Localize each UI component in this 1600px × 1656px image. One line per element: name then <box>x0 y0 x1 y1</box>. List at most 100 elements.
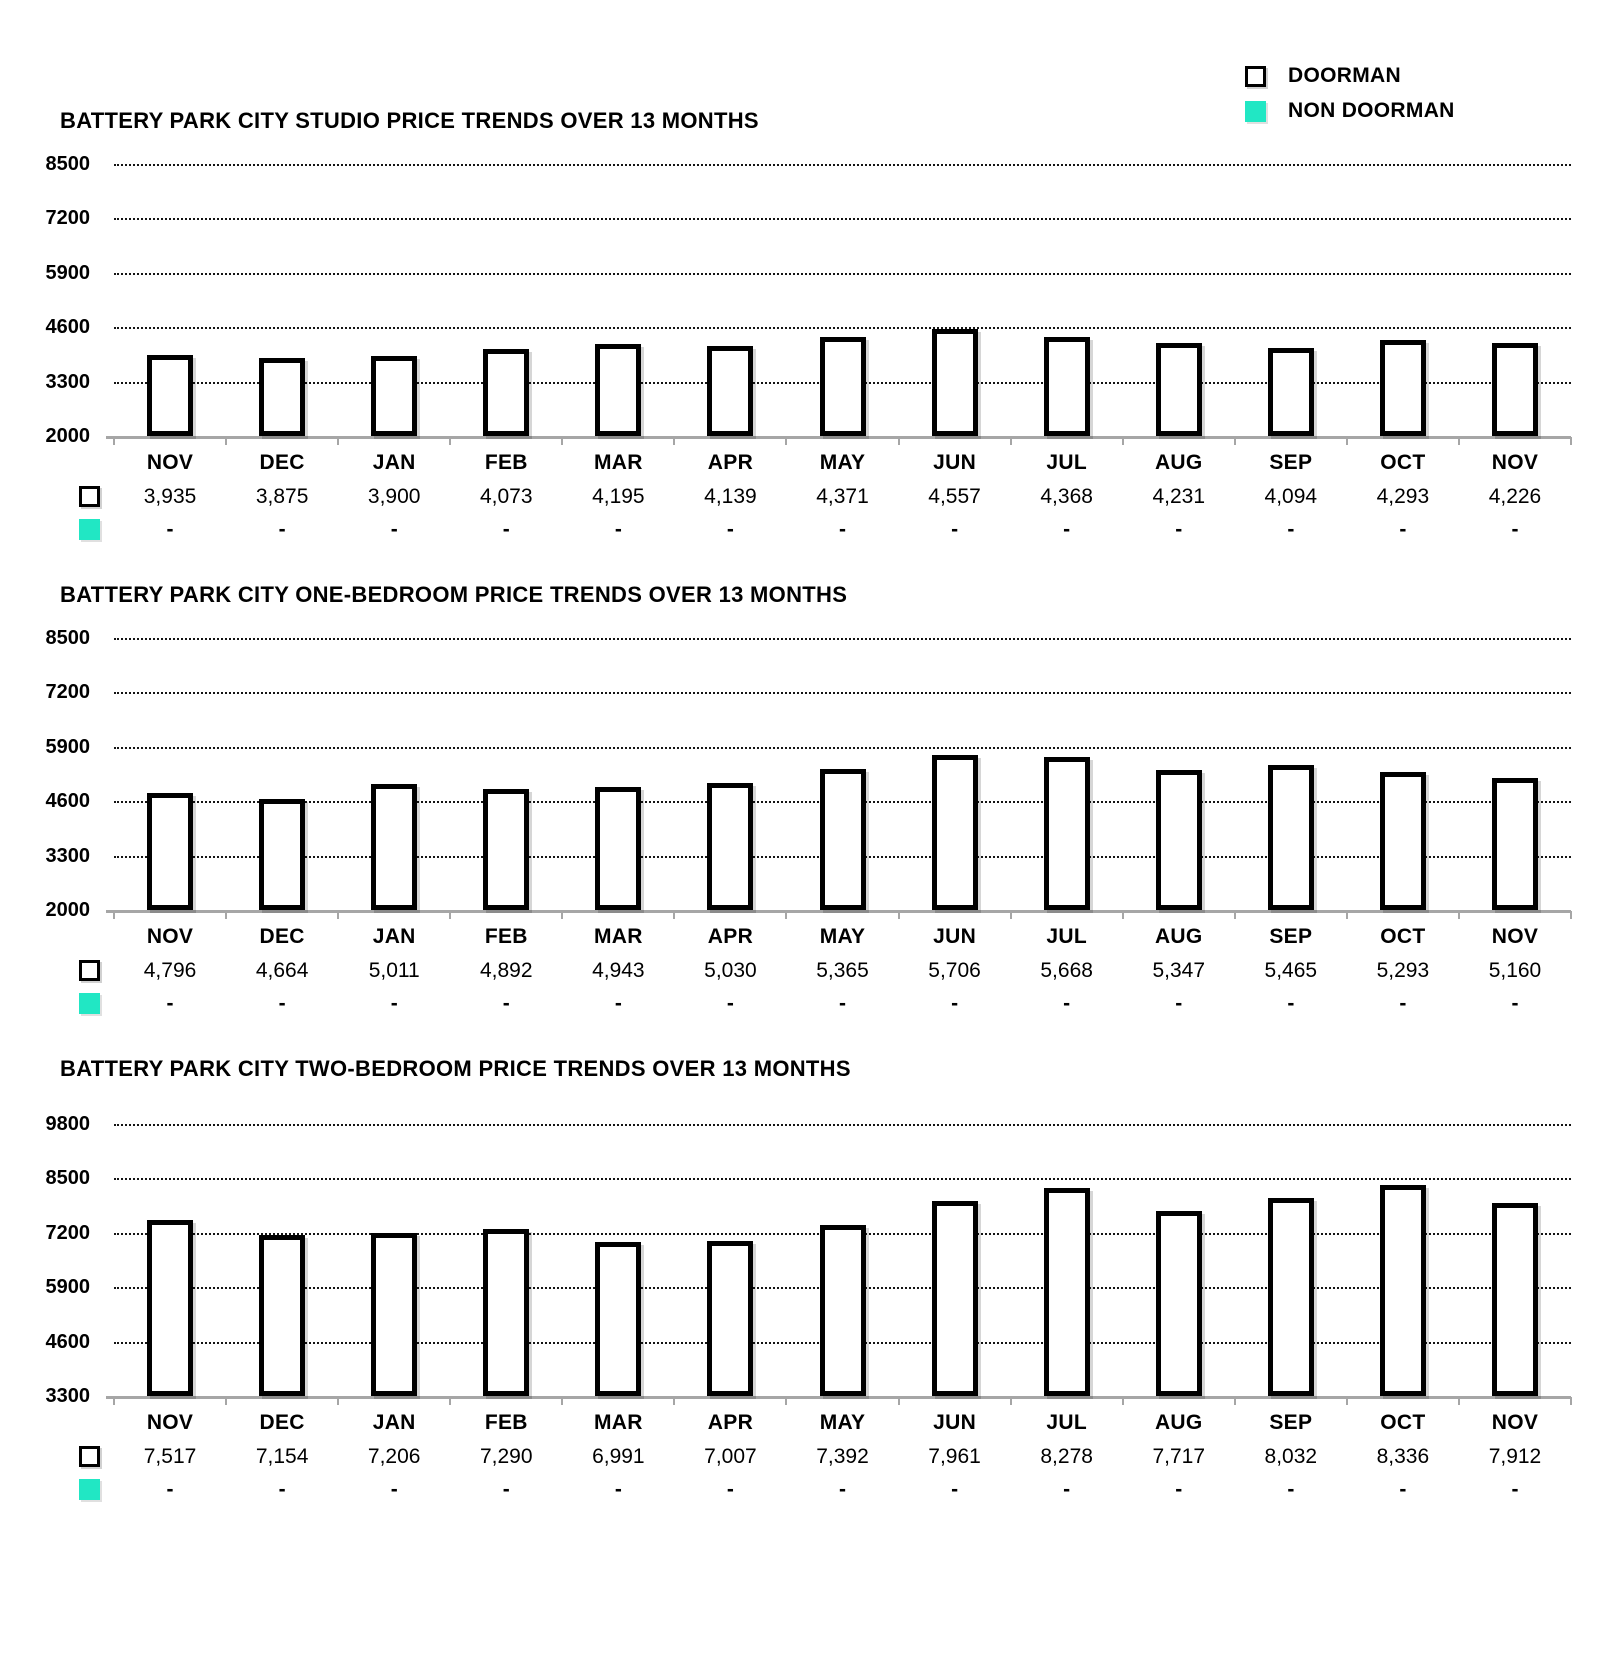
x-axis-tick <box>337 437 340 445</box>
doorman-value: 7,206 <box>367 1444 421 1468</box>
x-axis-tick <box>1570 1397 1572 1405</box>
y-tick-label: 7200 <box>45 1221 91 1244</box>
x-axis-tick <box>113 437 115 445</box>
doorman-value: 5,668 <box>1040 958 1093 982</box>
gridline <box>114 692 1571 695</box>
bar-slot <box>562 344 674 436</box>
non-doorman-value: - <box>1511 1477 1519 1501</box>
doorman-bar-nov-12 <box>1491 1203 1538 1396</box>
bar-slot <box>786 769 898 910</box>
x-axis-tick <box>225 1397 228 1405</box>
bars-layer <box>114 638 1571 910</box>
bar-slot <box>114 793 226 910</box>
y-tick-label: 5900 <box>45 735 91 758</box>
month-label: AUG <box>1154 450 1203 474</box>
bar-slot <box>674 1241 786 1396</box>
doorman-bar-aug-9 <box>1155 1211 1202 1396</box>
x-axis-tick <box>1009 911 1012 919</box>
doorman-values-row: 3,935 3,875 3,900 4,073 4,195 4,139 4,371 4,557… <box>0 482 1600 510</box>
doorman-bar-feb-3 <box>483 349 530 436</box>
doorman-value: 4,796 <box>143 958 197 982</box>
month-label: JUL <box>1046 1410 1087 1434</box>
doorman-row-swatch <box>79 1445 100 1467</box>
month-label: APR <box>707 450 754 474</box>
doorman-value: 7,007 <box>704 1444 757 1468</box>
legend: DOORMAN NON DOORMAN <box>1245 64 1455 134</box>
month-label: NOV <box>146 450 194 474</box>
x-axis-tick <box>673 1397 676 1405</box>
doorman-value: 4,371 <box>816 484 869 508</box>
non-doorman-value: - <box>726 1477 734 1501</box>
bar-slot <box>1123 770 1235 910</box>
row-key <box>0 959 114 981</box>
x-axis-tick <box>561 437 564 445</box>
bar-slot <box>450 349 562 436</box>
bars-layer <box>114 1124 1571 1396</box>
doorman-bar-oct-11 <box>1379 772 1426 910</box>
x-axis-tick <box>449 911 452 919</box>
bar-slot <box>226 1235 338 1396</box>
month-label: MAR <box>593 924 643 948</box>
bars-layer <box>114 164 1571 436</box>
x-axis-tick <box>897 1397 900 1405</box>
month-label: FEB <box>484 1410 528 1434</box>
month-label: OCT <box>1380 924 1426 948</box>
bar-slot <box>1011 337 1123 436</box>
doorman-value: 5,365 <box>816 958 869 982</box>
doorman-value: 7,717 <box>1152 1444 1206 1468</box>
plot-row: 8500 7200 5900 4600 3300 2000 <box>0 628 1600 920</box>
month-label: OCT <box>1380 450 1426 474</box>
doorman-values-row: 4,796 4,664 5,011 4,892 4,943 5,030 5,365 5,706… <box>0 956 1600 984</box>
bar-slot <box>1235 765 1347 910</box>
doorman-bar-jan-2 <box>371 784 418 910</box>
bar-slot <box>1347 1185 1459 1396</box>
doorman-bar-nov-12 <box>1491 778 1538 910</box>
row-key <box>0 485 114 507</box>
month-label: SEP <box>1269 924 1313 948</box>
non-doorman-value: - <box>390 991 398 1015</box>
x-axis-tick <box>897 911 900 919</box>
non-doorman-value: - <box>1287 991 1295 1015</box>
doorman-value: 3,900 <box>367 484 421 508</box>
y-tick-label: 4600 <box>45 316 91 339</box>
bar-slot <box>1347 340 1459 436</box>
month-label: JUN <box>933 1410 977 1434</box>
non-doorman-value: - <box>1399 517 1407 541</box>
non-doorman-value: - <box>951 991 959 1015</box>
bar-slot <box>114 355 226 436</box>
y-tick-label: 5900 <box>45 261 91 284</box>
x-axis-tick <box>1009 437 1012 445</box>
x-axis-tick <box>785 437 788 445</box>
plot-area <box>106 1124 1572 1405</box>
x-axis-tick <box>1233 911 1236 919</box>
doorman-bar-nov-0 <box>147 793 194 910</box>
doorman-bar-may-6 <box>819 337 866 436</box>
bar-slot <box>1011 1188 1123 1396</box>
x-axis-labels-row: NOV DEC JAN FEB MAR APR MAY JUN JUL AUG SEP OCT NOV <box>0 449 1600 475</box>
doorman-bar-apr-5 <box>707 1241 754 1396</box>
month-label: NOV <box>1491 924 1539 948</box>
bar-slot <box>226 358 338 436</box>
month-label: JUN <box>933 924 977 948</box>
bar-slot <box>450 789 562 910</box>
doorman-value: 4,368 <box>1040 484 1093 508</box>
doorman-value: 7,392 <box>816 1444 869 1468</box>
non-doorman-row-swatch <box>79 1478 100 1500</box>
x-axis-tick <box>1570 911 1572 919</box>
x-axis-line <box>106 436 1571 439</box>
non-doorman-value: - <box>390 517 398 541</box>
y-tick-label: 8500 <box>45 153 91 175</box>
doorman-bar-may-6 <box>819 1225 866 1396</box>
doorman-value: 4,892 <box>479 958 533 982</box>
y-tick-label: 3300 <box>45 370 91 393</box>
bar-slot <box>899 1201 1011 1396</box>
month-label: APR <box>707 1410 754 1434</box>
month-label: DEC <box>259 450 305 474</box>
doorman-value: 4,943 <box>592 958 645 982</box>
month-label: JAN <box>372 924 416 948</box>
studio-price-chart: BATTERY PARK CITY STUDIO PRICE TRENDS OV… <box>0 108 1600 543</box>
doorman-value: 8,032 <box>1264 1444 1318 1468</box>
bar-slot <box>1235 1198 1347 1396</box>
month-label: JUL <box>1046 924 1087 948</box>
non-doorman-value: - <box>839 1477 846 1501</box>
